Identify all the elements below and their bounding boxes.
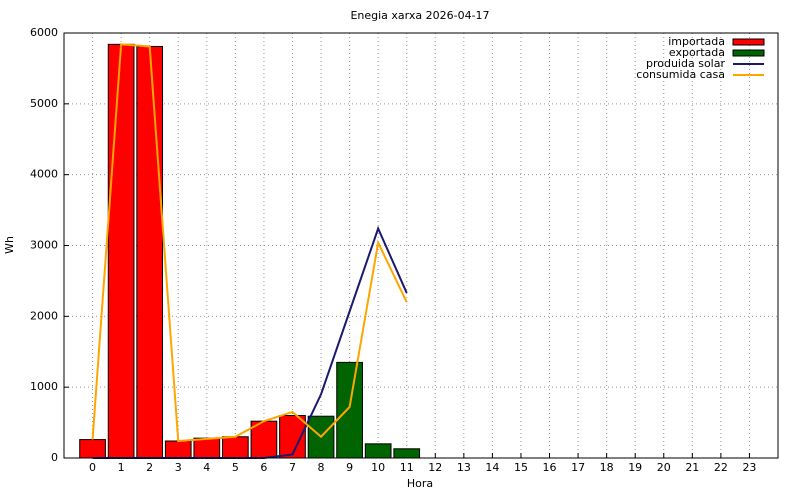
x-tick-label: 10 [371, 461, 385, 474]
x-tick-label: 21 [685, 461, 699, 474]
x-tick-label: 6 [260, 461, 267, 474]
plot-frame [63, 32, 779, 459]
legend-label: produida solar [646, 57, 725, 70]
x-tick-label: 23 [742, 461, 756, 474]
bar [222, 436, 249, 459]
y-tick-label: 2000 [30, 309, 58, 322]
bar [393, 448, 421, 459]
y-axis-label: Wh [3, 236, 16, 254]
legend-label: exportada [669, 46, 725, 59]
bar [136, 45, 164, 459]
y-tick-label: 6000 [30, 26, 58, 39]
y-tick-label: 3000 [30, 239, 58, 252]
x-tick-label: 22 [714, 461, 728, 474]
x-tick-label: 16 [543, 461, 557, 474]
legend-label: importada [668, 35, 725, 48]
legend-swatch [732, 49, 765, 57]
y-tick-label: 1000 [30, 380, 58, 393]
x-tick-label: 4 [203, 461, 210, 474]
bar [193, 437, 221, 459]
y-tick-label: 4000 [30, 168, 58, 181]
bar [164, 440, 192, 459]
x-tick-label: 1 [118, 461, 125, 474]
x-tick-label: 7 [289, 461, 296, 474]
x-tick-label: 19 [628, 461, 642, 474]
line [91, 43, 408, 443]
x-tick-label: 17 [571, 461, 585, 474]
x-tick-label: 0 [89, 461, 96, 474]
y-tick-label: 5000 [30, 97, 58, 110]
chart-title: Enegia xarxa 2026-04-17 [350, 9, 489, 22]
x-tick-label: 15 [514, 461, 528, 474]
bar [107, 43, 135, 459]
x-tick-label: 18 [600, 461, 614, 474]
x-tick-label: 20 [657, 461, 671, 474]
x-tick-label: 11 [400, 461, 414, 474]
bar [364, 443, 392, 459]
x-tick-label: 14 [485, 461, 499, 474]
legend-label: consumida casa [636, 68, 725, 81]
x-axis-label: Hora [407, 477, 433, 490]
legend-swatch [732, 38, 765, 46]
bar [250, 420, 278, 459]
bar [79, 439, 106, 459]
x-tick-label: 5 [232, 461, 239, 474]
x-tick-label: 9 [346, 461, 353, 474]
bar [336, 361, 363, 459]
x-tick-label: 8 [318, 461, 325, 474]
x-tick-label: 2 [146, 461, 153, 474]
y-tick-label: 0 [51, 451, 58, 464]
x-tick-label: 13 [457, 461, 471, 474]
x-tick-label: 3 [175, 461, 182, 474]
x-tick-label: 12 [428, 461, 442, 474]
